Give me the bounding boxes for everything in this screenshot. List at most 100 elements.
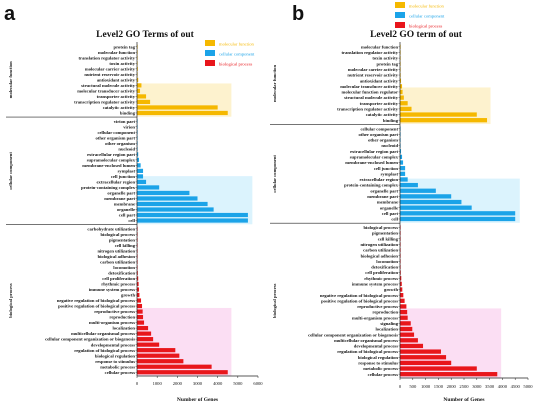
panel-a-category-label-response-to-stimulus: response to stimulus bbox=[95, 359, 135, 364]
panel-b-category-label-biological-adhesion: biological adhesion bbox=[361, 253, 399, 258]
panel-a-category-label-supramolecular-complex: supramolecular complex bbox=[87, 157, 136, 162]
panel-b-category-label-negative-regulation-of-biological-process: negative regulation of biological proces… bbox=[320, 293, 398, 298]
panel-a-category-label-cell-killing: cell killing bbox=[115, 243, 136, 248]
panel-a-group-label-cellular-component: cellular component bbox=[8, 152, 13, 190]
panel-b-category-label-molecular-carrier-activity: molecular carrier activity bbox=[348, 67, 399, 72]
panel-a-category-label-membrane: membrane bbox=[114, 202, 135, 207]
panel-b-bar-biological-process-cell-proliferation bbox=[400, 270, 401, 275]
panel-b-bar-biological-process-reproductive-process bbox=[400, 304, 407, 309]
panel-a-category-label-structural-molecule-activity: structural molecule activity bbox=[81, 83, 136, 88]
panel-b-category-label-cell: cell bbox=[391, 217, 398, 222]
panel-a-bar-molecular-function-transporter-activity bbox=[137, 94, 147, 99]
panel-b-bar-biological-process-multicellular-organismal-process bbox=[400, 338, 418, 343]
panel-a-legend-swatch-molecular-function bbox=[205, 40, 215, 46]
panel-a-xtick-label-5000: 5000 bbox=[233, 381, 243, 386]
panel-a-legend-label-cellular-component: cellular component bbox=[219, 52, 255, 57]
panel-b-bar-cellular-component-organelle bbox=[400, 205, 472, 210]
panel-a-bar-cellular-component-membrane bbox=[137, 201, 208, 207]
panel-a-bar-biological-process-rhythmic-process bbox=[137, 281, 139, 287]
panel-a-category-label-toxin-activity: toxin activity bbox=[109, 61, 135, 66]
panel-b-bar-biological-process-signaling bbox=[400, 321, 411, 326]
panel-b-category-label-cellular-process: cellular process bbox=[368, 372, 399, 377]
panel-b-bar-molecular-function-catalytic-activity bbox=[400, 112, 477, 117]
panel-b-bar-biological-process-rhythmic-process bbox=[400, 276, 402, 281]
panel-a-xtick-label-2000: 2000 bbox=[173, 381, 183, 386]
panel-a-bar-biological-process-cell-proliferation bbox=[137, 276, 139, 281]
panel-a-category-label-metabolic-process: metabolic process bbox=[100, 364, 135, 369]
panel-a-category-label-cell-junction: cell junction bbox=[111, 174, 136, 179]
panel-a-category-label-reproduction: reproduction bbox=[109, 315, 135, 320]
panel-b-bar-cellular-component-membrane-part bbox=[400, 194, 452, 199]
panel-a-bar-biological-process-response-to-stimulus bbox=[137, 359, 184, 364]
panel-a-bar-cellular-component-cell-part bbox=[137, 212, 248, 218]
panel-b-bar-biological-process-positive-regulation-of-biological-process bbox=[400, 298, 405, 303]
panel-b-category-label-biological-regulation: biological regulation bbox=[358, 355, 399, 360]
panel-a-category-label-developmental-process: developmental process bbox=[91, 342, 135, 347]
panel-b-category-label-membrane-enclosed-lumen: membrane-enclosed lumen bbox=[345, 160, 398, 165]
panel-b-bar-cellular-component-extracellular-region-part bbox=[400, 149, 402, 154]
panel-a-xtick-label-4000: 4000 bbox=[213, 381, 223, 386]
panel-b-category-label-response-to-stimulus: response to stimulus bbox=[358, 360, 398, 365]
panel-b-category-label-developmental-process: developmental process bbox=[354, 344, 398, 349]
panel-a-category-label-biological-adhesion: biological adhesion bbox=[98, 254, 136, 259]
panel-a-category-label-virion: virion bbox=[123, 124, 135, 129]
panel-a-bar-cellular-component-supramolecular-complex bbox=[137, 157, 140, 162]
panel-b-xtick-label-4500: 4500 bbox=[511, 384, 521, 389]
panel-a-category-label-localization: localization bbox=[113, 326, 136, 331]
panel-b-bar-biological-process-response-to-stimulus bbox=[400, 360, 452, 366]
panel-b-category-label-growth: growth bbox=[384, 287, 398, 292]
panel-a-bar-biological-process-localization bbox=[137, 326, 149, 331]
panel-a-category-label-protein-tag: protein tag bbox=[114, 44, 136, 49]
panel-b-category-label-rhythmic-process: rhythmic process bbox=[364, 276, 398, 281]
panel-a-category-label-transporter-activity: transporter activity bbox=[97, 94, 136, 99]
panel-a-bar-cellular-component-cell bbox=[137, 218, 248, 223]
panel-a-category-label-nutrient-reservoir-activity: nutrient reservoir activity bbox=[84, 72, 135, 77]
panel-b-category-label-supramolecular-complex: supramolecular complex bbox=[350, 154, 399, 159]
panel-a-category-label-locomotion: locomotion bbox=[113, 265, 135, 270]
panel-b-legend-swatch-cellular-component bbox=[395, 12, 405, 18]
panel-a-category-label-cell-part: cell part bbox=[119, 213, 136, 218]
panel-b-label: b bbox=[292, 3, 304, 25]
panel-a-category-label-rhythmic-process: rhythmic process bbox=[101, 282, 135, 287]
panel-b-bar-molecular-function-molecular-function-regulator bbox=[400, 89, 403, 95]
panel-a-category-label-extracellular-region: extracellular region bbox=[97, 180, 136, 185]
panel-a-category-label-other-organism-part: other organism part bbox=[96, 135, 136, 140]
panel-b-title: Level2 GO term of out bbox=[370, 30, 463, 40]
panel-b-category-label-other-organism-part: other organism part bbox=[359, 132, 399, 137]
panel-b-category-label-extracellular-region: extracellular region bbox=[360, 177, 399, 182]
panel-b-category-label-cellular-component: cellular component bbox=[360, 126, 398, 131]
panel-b-bar-biological-process-biological-regulation bbox=[400, 355, 447, 360]
panel-a-category-label-symplast: symplast bbox=[118, 168, 136, 173]
panel-a-bar-biological-process-multicellular-organismal-process bbox=[137, 331, 152, 336]
panel-b-xtick-label-5000: 5000 bbox=[523, 384, 533, 389]
panel-a-xtick-label-6000: 6000 bbox=[253, 381, 263, 386]
panel-a-title: Level2 GO Terms of out bbox=[96, 30, 194, 40]
panel-b-bar-biological-process-negative-regulation-of-biological-process bbox=[400, 293, 404, 298]
panel-b-bar-molecular-function-binding bbox=[400, 118, 488, 123]
panel-b-xtick-label-2000: 2000 bbox=[447, 384, 457, 389]
panel-b-bar-molecular-function-molecular-transducer-activity bbox=[400, 84, 403, 89]
panel-a-category-label-molecular-function: molecular function bbox=[98, 50, 135, 55]
panel-a-category-label-negative-regulation-of-biological-process: negative regulation of biological proces… bbox=[57, 298, 135, 303]
panel-a-bar-biological-process-developmental-process bbox=[137, 342, 160, 347]
panel-b-bar-cellular-component-extracellular-region bbox=[400, 177, 408, 182]
panel-b-legend-swatch-molecular-function bbox=[395, 2, 405, 8]
panel-a-category-label-biological-process: biological process bbox=[101, 232, 136, 237]
panel-a-label: a bbox=[4, 3, 16, 25]
panel-b-bar-cellular-component-cell bbox=[400, 216, 516, 222]
panel-a-category-label-membrane-part: membrane part bbox=[104, 196, 135, 201]
panel-b-category-label-multicellular-organismal-process: multicellular organismal process bbox=[334, 338, 398, 343]
panel-a-bar-molecular-function-transcription-regulator-activity bbox=[137, 99, 151, 105]
panel-a-category-label-multi-organism-process: multi-organism process bbox=[89, 320, 135, 325]
panel-b-category-label-other-organism: other organism bbox=[368, 138, 398, 143]
panel-b-category-label-nutrient-reservoir-activity: nutrient reservoir activity bbox=[347, 73, 398, 78]
panel-b-category-label-molecular-transducer-activity: molecular transducer activity bbox=[340, 84, 398, 89]
panel-b-group-label-cellular-component: cellular component bbox=[272, 155, 277, 193]
panel-b-category-label-cellular-component-organization-or-biogenesis: cellular component organization or bioge… bbox=[308, 332, 398, 337]
panel-b-bar-biological-process-reproduction bbox=[400, 309, 408, 315]
panel-b-xtick-label-3500: 3500 bbox=[485, 384, 495, 389]
panel-b-xtick-label-4000: 4000 bbox=[498, 384, 508, 389]
panel-b-category-label-nitrogen-utilization: nitrogen utilization bbox=[360, 242, 398, 247]
panel-b-category-label-cell-junction: cell junction bbox=[374, 166, 399, 171]
panel-b-x-axis-label: Number of Genes bbox=[443, 397, 484, 403]
